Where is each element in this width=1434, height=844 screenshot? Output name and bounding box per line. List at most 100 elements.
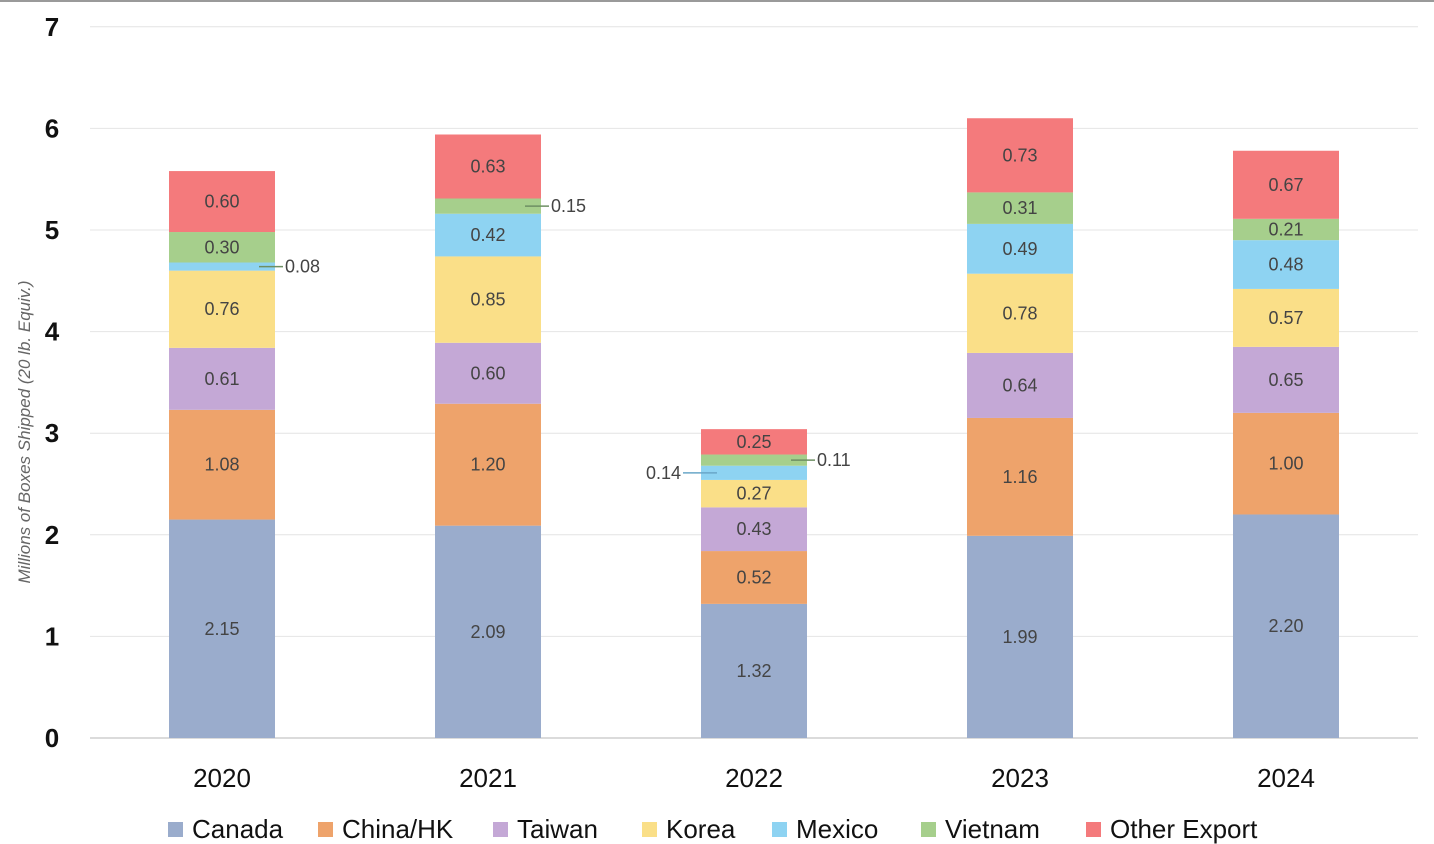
data-label: 0.64 [1002,375,1037,395]
bar-segment [1233,514,1339,738]
y-axis-ticks: 0 1 2 3 4 5 6 7 [45,12,60,753]
data-label: 1.20 [470,455,505,475]
legend-label: China/HK [342,814,454,844]
bar-segment [1233,412,1339,515]
legend-label: Other Export [1110,814,1258,844]
legend-label: Korea [666,814,736,844]
bar-segment [169,409,275,520]
bar-segment [1233,288,1339,347]
y-axis-label: Millions of Boxes Shipped (20 lb. Equiv.… [15,280,34,583]
data-label: 0.25 [736,432,771,452]
y-tick-label: 0 [45,723,59,753]
x-tick-label: 2023 [991,763,1049,793]
bar-segment [967,352,1073,418]
legend-label: Vietnam [945,814,1040,844]
legend-item: Taiwan [493,814,598,844]
legend-swatch [1086,822,1101,837]
data-label: 1.16 [1002,467,1037,487]
data-label: 2.09 [470,622,505,642]
legend-label: Taiwan [517,814,598,844]
bar-segment [701,465,807,480]
legend-swatch [168,822,183,837]
legend-label: Canada [192,814,284,844]
bars [169,118,1339,738]
x-tick-label: 2020 [193,763,251,793]
legend-swatch [318,822,333,837]
bar-segment [435,134,541,199]
legend-item: China/HK [318,814,454,844]
bar-segment [701,603,807,738]
data-label: 0.31 [1002,198,1037,218]
bar-segment [967,417,1073,536]
bar-segment [169,270,275,348]
top-border [0,0,1434,2]
bar-segment [967,192,1073,224]
data-label: 0.52 [736,567,771,587]
legend-item: Other Export [1086,814,1258,844]
bar-segment [967,535,1073,738]
legend-item: Vietnam [921,814,1040,844]
data-label: 0.78 [1002,303,1037,323]
y-tick-label: 7 [45,12,59,42]
data-label: 0.42 [470,225,505,245]
bar-segment [1233,346,1339,413]
y-tick-label: 5 [45,215,59,245]
data-label: 0.21 [1268,219,1303,239]
data-label: 1.08 [204,455,239,475]
legend-item: Mexico [772,814,878,844]
bar-segment [169,171,275,233]
bar-segment [169,519,275,738]
data-label: 0.14 [646,463,681,483]
data-label: 0.61 [204,369,239,389]
x-tick-label: 2024 [1257,763,1315,793]
data-label: 0.65 [1268,370,1303,390]
bar-segment [435,198,541,214]
bar-segment [1233,240,1339,289]
bar-segment [701,551,807,604]
legend-swatch [642,822,657,837]
data-label: 0.49 [1002,239,1037,259]
data-label: 0.63 [470,157,505,177]
data-label: 0.73 [1002,145,1037,165]
bar-segment [967,223,1073,274]
x-tick-label: 2022 [725,763,783,793]
y-tick-label: 1 [45,621,59,651]
data-label: 1.99 [1002,627,1037,647]
bar-segment [701,507,807,552]
bar-segment [435,213,541,257]
legend-item: Korea [642,814,736,844]
bar-segment [967,273,1073,353]
bar-segment [169,262,275,271]
bar-segment [169,347,275,410]
data-label: 0.30 [204,237,239,257]
legend-swatch [921,822,936,837]
data-label: 0.11 [817,450,851,470]
data-label: 0.27 [736,484,771,504]
legend-label: Mexico [796,814,878,844]
data-label: 0.48 [1268,255,1303,275]
y-tick-label: 4 [45,317,60,347]
bar-segment [435,403,541,526]
legend: Canada China/HK Taiwan Korea Mexico Vietnam Ot… [168,814,1258,844]
data-labels: 2.15 1.08 0.61 0.76 0.08 0.30 0.60 2.09 1.20 0.60… [204,145,1303,681]
bar-segment [701,479,807,508]
bar-segment [435,256,541,343]
data-label: 0.15 [551,196,586,216]
data-label: 1.00 [1268,454,1303,474]
y-tick-label: 2 [45,520,59,550]
data-label: 0.67 [1268,175,1303,195]
bar-segment [435,525,541,738]
data-label: 1.32 [736,661,771,681]
bar-segment [1233,150,1339,219]
x-axis-ticks: 2020 2021 2022 2023 2024 [193,763,1315,793]
bar-segment [701,429,807,455]
data-label: 2.15 [204,619,239,639]
bar-segment [435,342,541,404]
data-label: 0.57 [1268,308,1303,328]
y-tick-label: 3 [45,418,59,448]
bar-segment [701,454,807,466]
data-label: 0.43 [736,519,771,539]
data-label: 2.20 [1268,616,1303,636]
